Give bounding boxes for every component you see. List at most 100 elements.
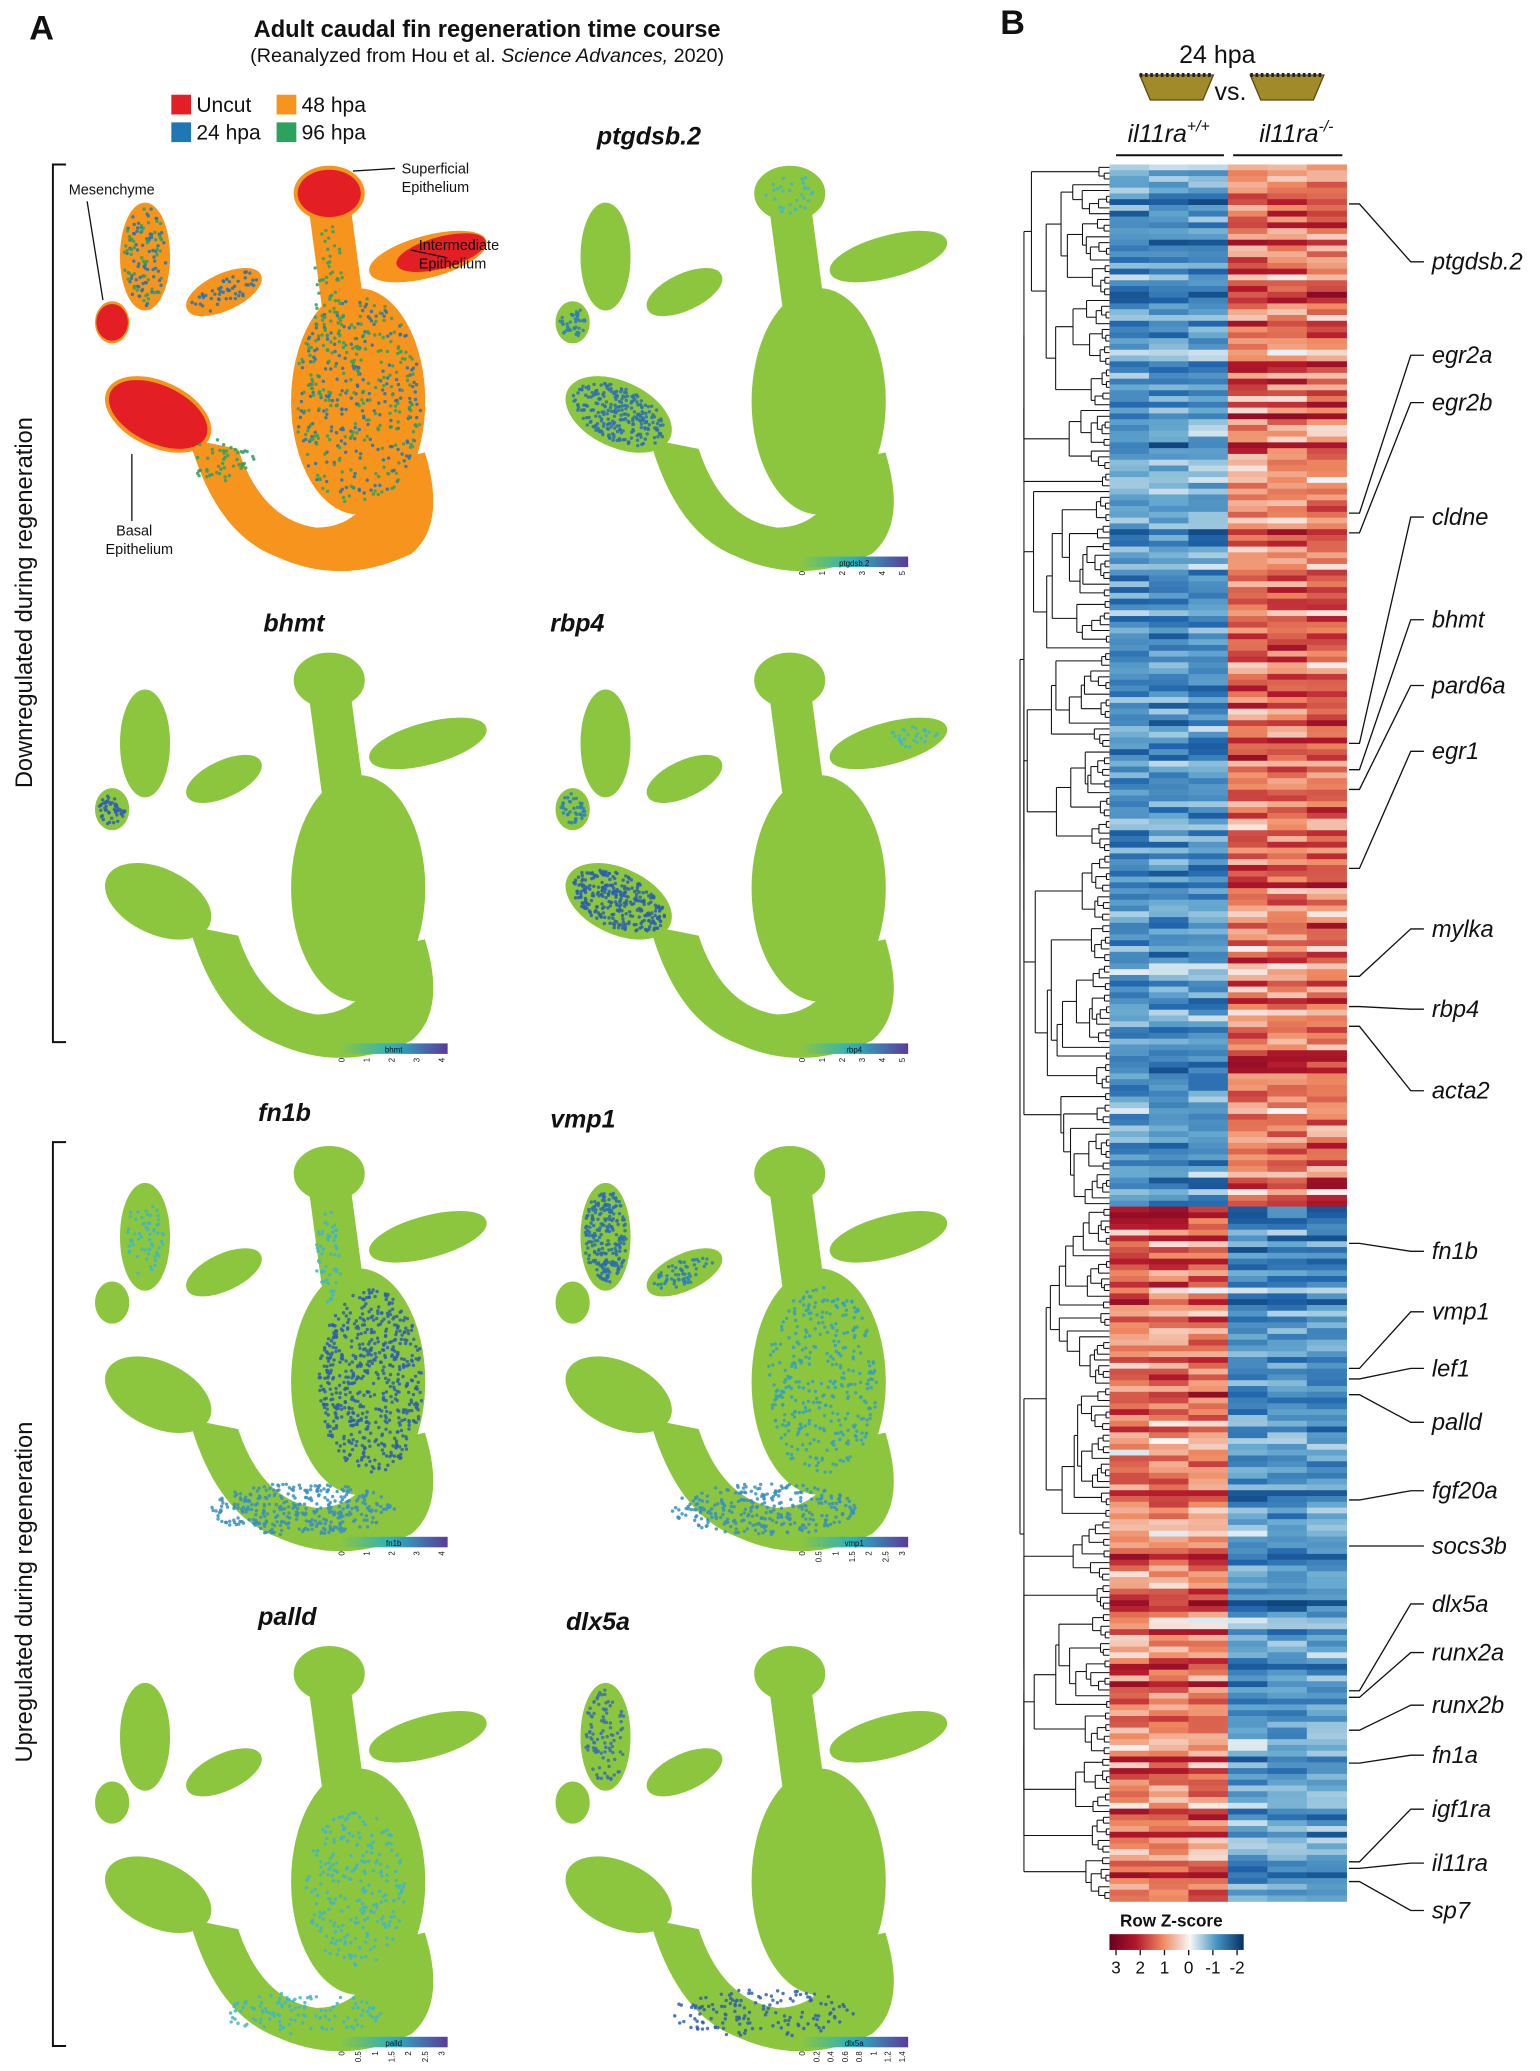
cell-dot: [359, 304, 362, 307]
cell-dot: [112, 821, 115, 824]
cell-dot: [133, 1232, 136, 1235]
cell-dot: [805, 1448, 808, 1451]
cell-dot: [650, 405, 653, 408]
cell-dot: [377, 1305, 380, 1308]
cell-dot: [809, 1351, 812, 1354]
heatmap-cell: [1109, 541, 1149, 547]
cell-dot: [332, 1376, 335, 1379]
cell-dot: [804, 1526, 807, 1529]
cell-dot: [288, 2004, 291, 2007]
cell-dot: [341, 367, 344, 370]
cell-dot: [389, 1411, 392, 1414]
heatmap-cell: [1267, 570, 1307, 576]
heatmap-cell: [1149, 599, 1189, 605]
cell-dot: [241, 292, 244, 295]
cell-dot: [350, 1339, 353, 1342]
cell-dot: [329, 404, 332, 407]
heatmap-cell: [1109, 564, 1149, 570]
cell-dot: [229, 2020, 232, 2023]
cell-dot: [356, 1843, 359, 1846]
heatmap-cell: [1307, 408, 1347, 414]
cell-dot: [395, 378, 398, 381]
cell-dot: [867, 1379, 870, 1382]
cell-dot: [326, 1498, 329, 1501]
heatmap-cell: [1149, 604, 1189, 610]
cell-dot: [275, 1503, 278, 1506]
heatmap-cell: [1149, 315, 1189, 321]
heatmap-cell: [1149, 361, 1189, 367]
cell-dot: [99, 809, 102, 812]
heatmap-cell: [1149, 639, 1189, 645]
heatmap-cell: [1267, 784, 1307, 790]
scale-tick: 3: [858, 1057, 867, 1062]
scale-tick: 0.6: [841, 2051, 850, 2063]
cell-dot: [699, 1511, 702, 1514]
cell-dot: [827, 1995, 830, 1998]
cell-dot: [222, 280, 225, 283]
heatmap-cell: [1109, 280, 1149, 286]
cell-dot: [860, 1438, 863, 1441]
cell-dot: [362, 1518, 365, 1521]
cell-dot: [345, 351, 348, 354]
heatmap-cell: [1228, 217, 1268, 223]
cell-dot: [298, 1484, 301, 1487]
cell-dot: [311, 1523, 314, 1526]
cell-dot: [640, 399, 643, 402]
cell-dot: [318, 1389, 321, 1392]
cell-dot: [791, 1999, 794, 2002]
cell-dot: [740, 1498, 743, 1501]
cell-dot: [298, 362, 301, 365]
cell-dot: [614, 882, 617, 885]
heatmap-cell: [1188, 361, 1228, 367]
heatmap-cell: [1149, 523, 1189, 529]
cell-dot: [322, 1388, 325, 1391]
scale-tick: 3: [412, 1551, 421, 1556]
cell-dot: [794, 1990, 797, 1993]
cell-dot: [830, 1324, 833, 1327]
scale-tick: 1.2: [884, 2051, 893, 2062]
cell-dot: [258, 1494, 261, 1497]
cell-dot: [380, 1495, 383, 1498]
cell-dot: [352, 1372, 355, 1375]
cell-dot: [264, 1496, 267, 1499]
cell-dot: [327, 1861, 330, 1864]
heatmap-cell: [1188, 755, 1228, 761]
cell-dot: [151, 249, 154, 252]
cell-dot: [361, 2009, 364, 2012]
heatmap-cell: [1149, 767, 1189, 773]
cell-dot: [387, 456, 390, 459]
cell-dot: [400, 1429, 403, 1432]
cell-dot: [807, 1523, 810, 1526]
cell-dot: [345, 1500, 348, 1503]
heatmap-cell: [1149, 610, 1189, 616]
heatmap-cell: [1267, 286, 1307, 292]
cell-dot: [691, 1258, 694, 1261]
heatmap-cell: [1188, 807, 1228, 813]
cell-dot: [839, 1494, 842, 1497]
cell-dot: [321, 1230, 324, 1233]
cell-dot: [605, 1273, 608, 1276]
heatmap-cell: [1228, 767, 1268, 773]
cell-dot: [341, 470, 344, 473]
cell-dot: [845, 1390, 848, 1393]
cell-dot: [348, 1363, 351, 1366]
heatmap-cell: [1267, 819, 1307, 825]
cell-dot: [318, 1372, 321, 1375]
heatmap-cell: [1307, 518, 1347, 524]
cell-dot: [606, 1227, 609, 1230]
cell-dot: [589, 1261, 592, 1264]
cell-dot: [384, 1377, 387, 1380]
heatmap-cell: [1188, 547, 1228, 553]
cell-dot: [216, 303, 219, 306]
cell-dot: [382, 1365, 385, 1368]
cell-dot: [334, 1234, 337, 1237]
cell-dot: [404, 1327, 407, 1330]
heatmap-cell: [1228, 176, 1268, 182]
cell-dot: [618, 1250, 621, 1253]
cell-dot: [853, 1334, 856, 1337]
cell-dot: [628, 910, 631, 913]
cell-dot: [254, 1513, 257, 1516]
cell-dot: [593, 910, 596, 913]
cell-dot: [809, 1517, 812, 1520]
heatmap-cell: [1149, 483, 1189, 489]
